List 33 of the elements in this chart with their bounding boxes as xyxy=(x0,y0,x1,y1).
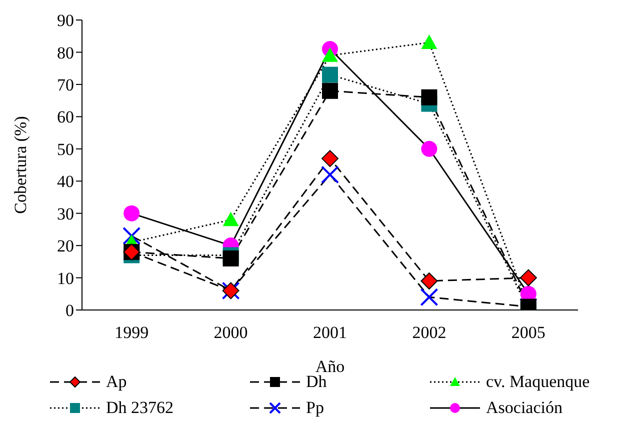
legend-label: Dh 23762 xyxy=(106,398,174,418)
point xyxy=(421,89,438,106)
point xyxy=(322,82,338,99)
y-tick-label: 40 xyxy=(57,172,74,192)
y-tick-label: 90 xyxy=(57,11,74,30)
y-tick-label: 0 xyxy=(66,301,74,320)
point xyxy=(421,34,438,49)
legend-label: Asociación xyxy=(486,398,562,418)
y-tick-label: 30 xyxy=(57,204,74,224)
point xyxy=(124,205,140,222)
y-tick-label: 50 xyxy=(57,140,74,159)
point xyxy=(322,66,338,83)
y-tick-label: 10 xyxy=(57,268,74,288)
point xyxy=(420,272,438,290)
x-tick-label: 2002 xyxy=(412,323,446,342)
x-tick-label: 2005 xyxy=(511,323,546,342)
x-tick-label: 1999 xyxy=(114,323,149,342)
point xyxy=(421,140,438,157)
point xyxy=(322,150,338,168)
point xyxy=(322,47,338,62)
legend-label: Ap xyxy=(106,372,127,392)
x-tick-label: 2000 xyxy=(214,323,248,342)
x-tick-label: 2001 xyxy=(313,323,347,342)
point xyxy=(520,269,537,286)
legend-label: Pp xyxy=(306,398,324,418)
y-tick-label: 80 xyxy=(57,43,74,62)
point xyxy=(222,212,239,226)
y-tick-label: 20 xyxy=(57,236,74,256)
legend-label: cv. Maquenque xyxy=(486,372,590,392)
y-tick-label: 70 xyxy=(57,75,74,94)
y-axis-title: Cobertura (%) xyxy=(11,116,30,214)
y-tick-label: 60 xyxy=(57,108,74,127)
point xyxy=(222,250,239,266)
